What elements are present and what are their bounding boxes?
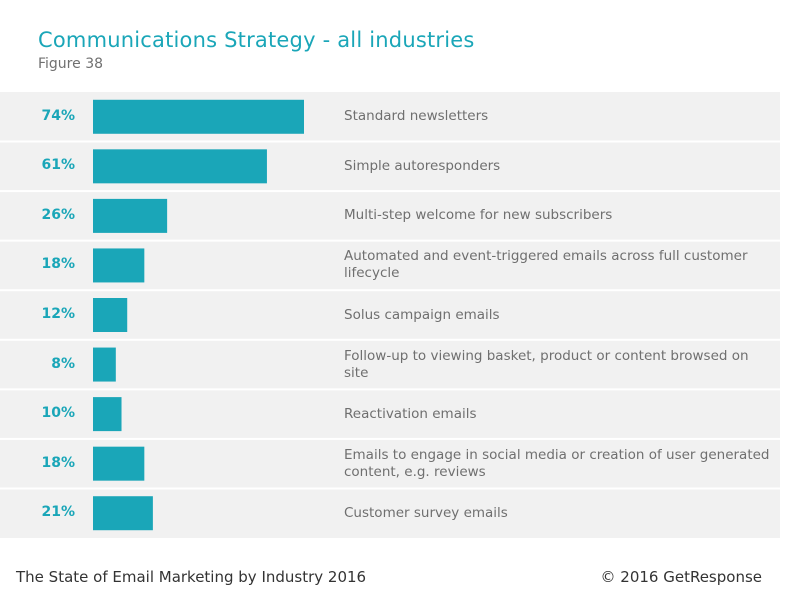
bar bbox=[93, 149, 267, 184]
bar bbox=[93, 198, 168, 233]
bar bbox=[93, 248, 145, 283]
bar bbox=[93, 99, 304, 134]
bar bbox=[93, 496, 153, 531]
category-label: Emails to engage in social media or crea… bbox=[344, 446, 770, 480]
value-label: 8% bbox=[51, 355, 75, 372]
figure-number: Figure 38 bbox=[38, 56, 104, 72]
value-label: 12% bbox=[41, 306, 75, 322]
bar-chart bbox=[0, 99, 780, 531]
category-label: Reactivation emails bbox=[344, 405, 477, 422]
bar bbox=[93, 298, 128, 332]
category-label: Customer survey emails bbox=[344, 504, 508, 521]
value-label: 21% bbox=[41, 504, 75, 521]
value-label: 10% bbox=[41, 405, 75, 422]
category-label: Automated and event-triggered emails acr… bbox=[344, 248, 748, 282]
category-label: Standard newsletters bbox=[344, 108, 489, 125]
value-label: 18% bbox=[41, 454, 75, 471]
chart-title: Communications Strategy - all industries bbox=[38, 28, 475, 52]
category-label: Follow-up to viewing basket, product or … bbox=[344, 347, 749, 381]
value-label: 61% bbox=[41, 157, 75, 174]
value-label: 26% bbox=[41, 206, 75, 223]
category-label: Multi-step welcome for new subscribers bbox=[344, 207, 613, 224]
report-title: The State of Email Marketing by Industry… bbox=[16, 568, 367, 586]
value-label: 18% bbox=[41, 256, 75, 273]
category-label: Simple autoresponders bbox=[344, 157, 501, 174]
bar bbox=[93, 347, 116, 382]
category-label: Solus campaign emails bbox=[344, 306, 500, 323]
copyright-notice: © 2016 GetResponse bbox=[600, 568, 762, 586]
bar bbox=[93, 397, 122, 432]
bar bbox=[93, 446, 145, 481]
value-label: 74% bbox=[41, 107, 75, 124]
